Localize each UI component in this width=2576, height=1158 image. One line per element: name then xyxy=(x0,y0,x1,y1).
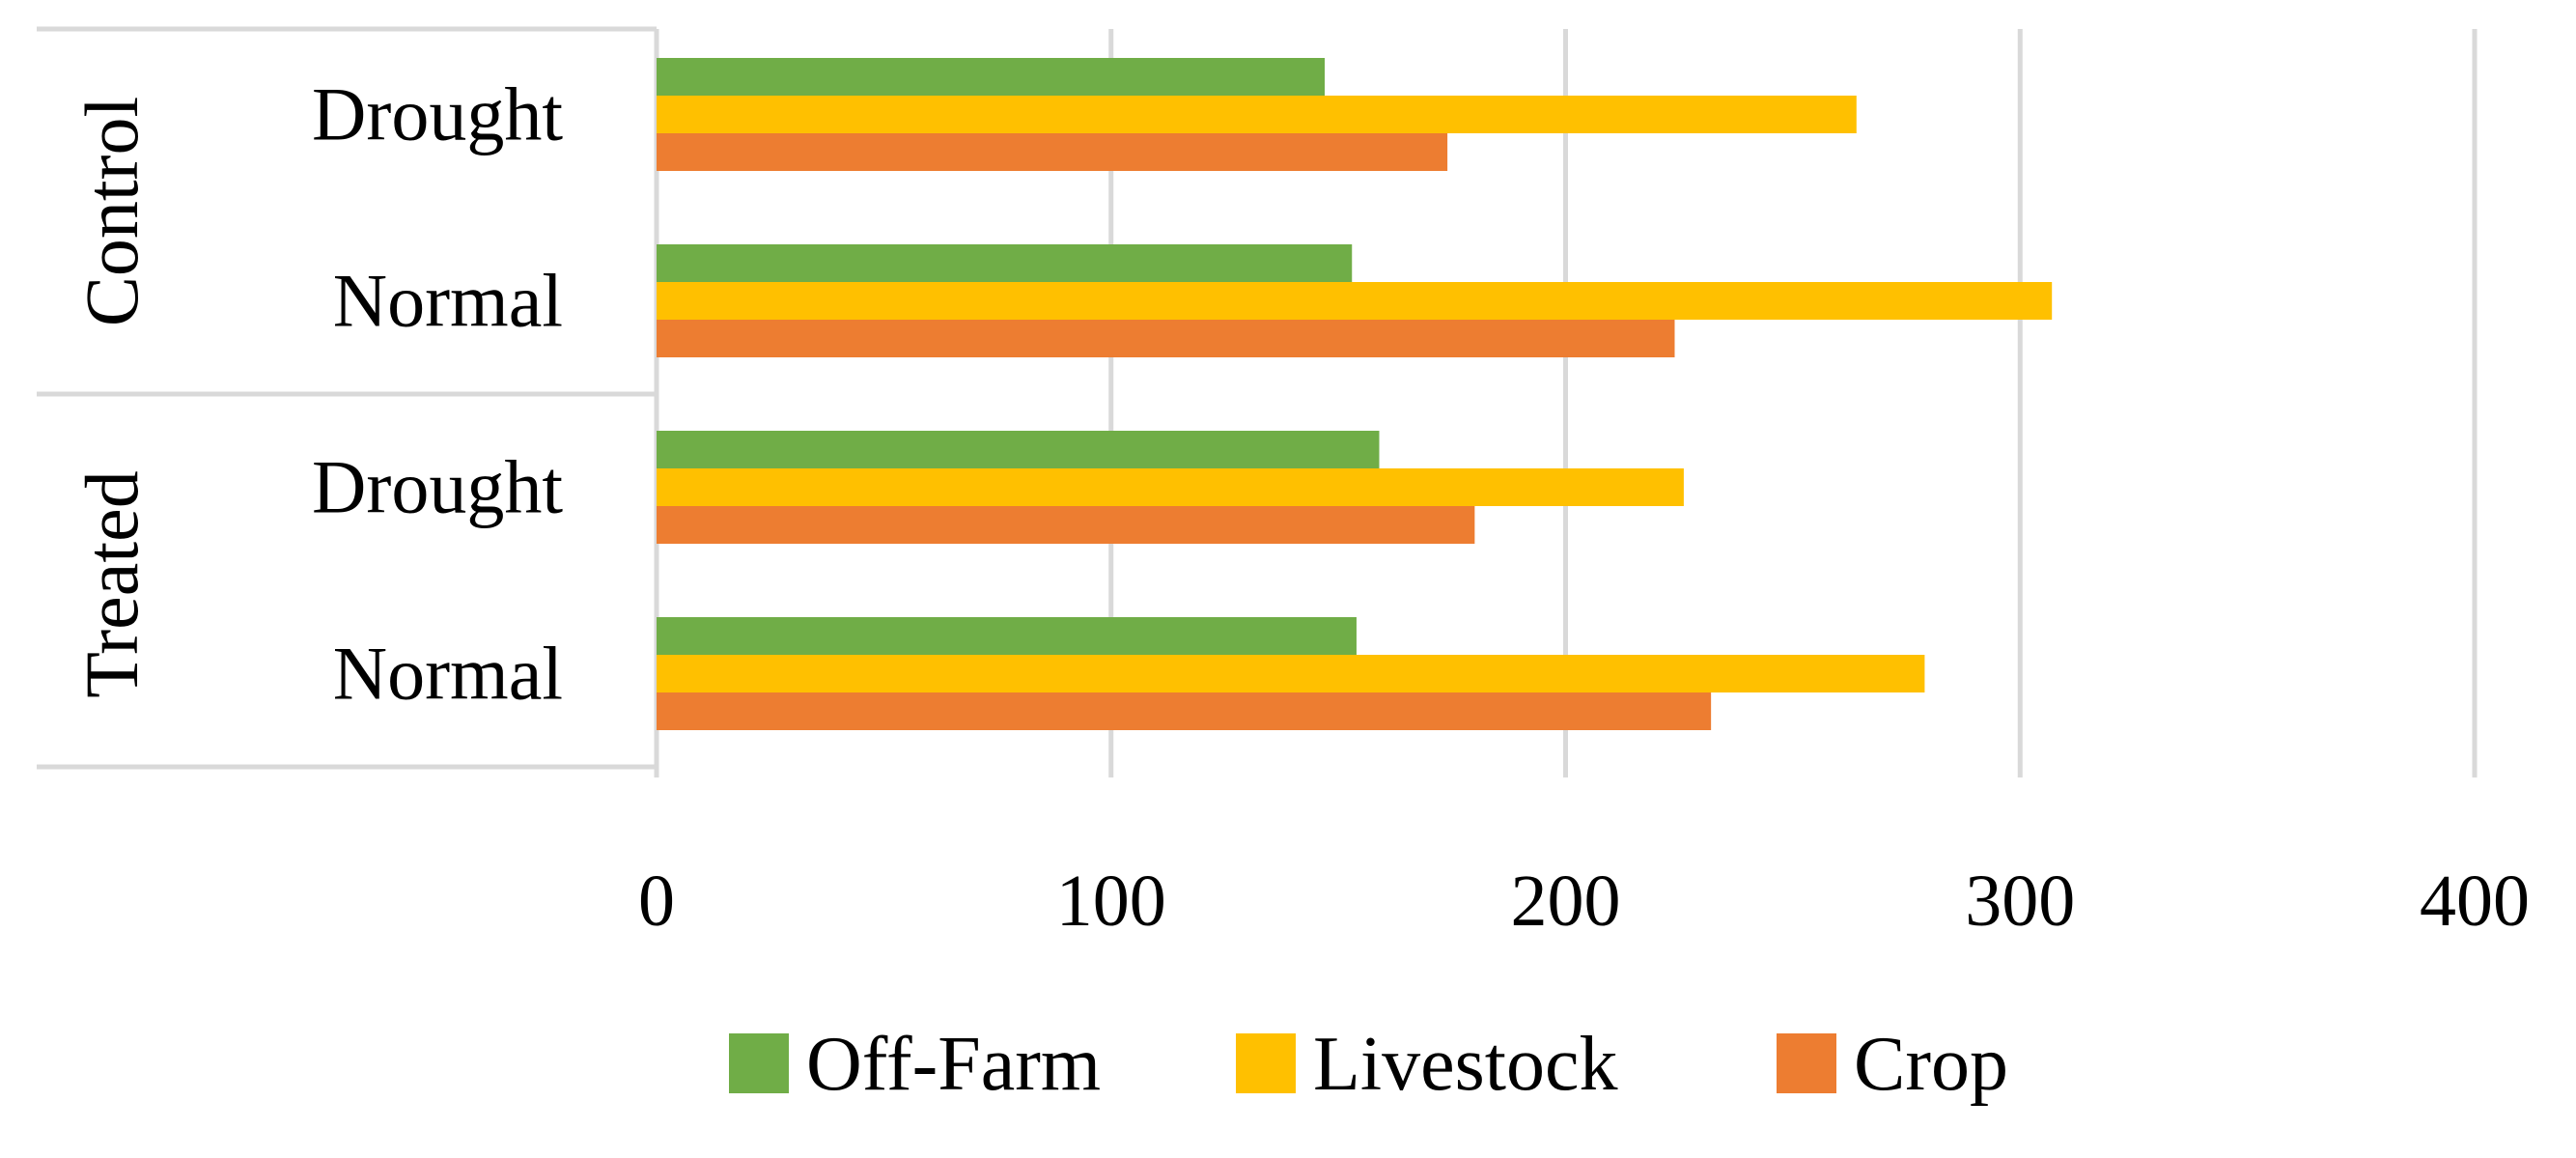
legend: Off-Farm Livestock Crop xyxy=(729,1022,2008,1107)
bar-treated-drought-crop xyxy=(657,506,1475,544)
bars xyxy=(657,58,2053,730)
bar-control-normal-livestock xyxy=(657,282,2053,320)
bar-treated-normal-crop xyxy=(657,692,1712,730)
bar-treated-drought-off-farm xyxy=(657,431,1380,468)
category-label-control-normal: Normal xyxy=(333,259,563,343)
x-tick-label-300: 300 xyxy=(1965,861,2075,942)
bar-treated-normal-off-farm xyxy=(657,617,1357,655)
legend-label-off-farm: Off-Farm xyxy=(806,1022,1101,1107)
legend-swatch-off-farm xyxy=(729,1033,789,1093)
category-label-treated-drought: Drought xyxy=(312,445,563,529)
bar-control-drought-livestock xyxy=(657,96,1857,133)
x-tick-label-200: 200 xyxy=(1511,861,1621,942)
category-axis: Drought Normal Control Drought Normal Treated xyxy=(37,26,659,777)
bar-treated-drought-livestock xyxy=(657,468,1684,506)
bar-control-drought-crop xyxy=(657,133,1448,171)
bar-treated-normal-livestock xyxy=(657,655,1925,692)
legend-swatch-livestock xyxy=(1236,1033,1296,1093)
category-label-control-drought: Drought xyxy=(312,72,563,156)
bar-control-normal-crop xyxy=(657,320,1675,357)
x-tick-label-0: 0 xyxy=(638,861,675,942)
bar-control-normal-off-farm xyxy=(657,244,1353,282)
legend-label-livestock: Livestock xyxy=(1313,1022,1617,1107)
x-tick-labels: 0 100 200 300 400 xyxy=(638,861,2530,942)
group-label-control: Control xyxy=(70,97,154,326)
x-tick-label-100: 100 xyxy=(1056,861,1166,942)
legend-label-crop: Crop xyxy=(1854,1022,2008,1107)
x-tick-label-400: 400 xyxy=(2420,861,2530,942)
legend-swatch-crop xyxy=(1777,1033,1836,1093)
group-label-treated: Treated xyxy=(70,470,154,697)
bar-control-drought-off-farm xyxy=(657,58,1326,96)
category-label-treated-normal: Normal xyxy=(333,632,563,716)
